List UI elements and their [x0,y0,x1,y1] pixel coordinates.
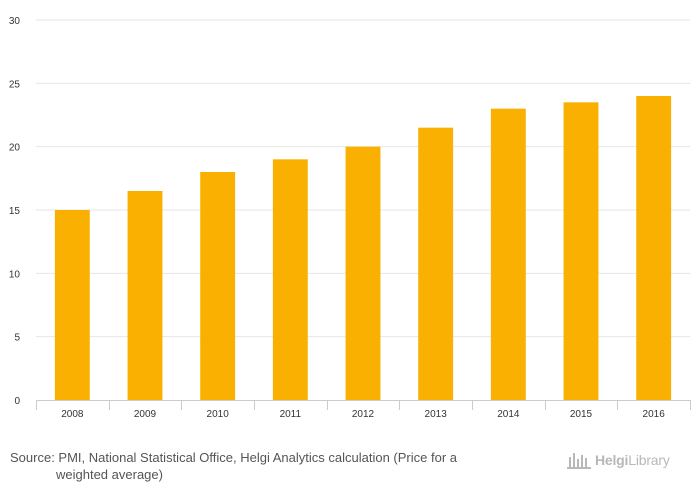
x-axis [36,400,691,410]
y-tick-label: 30 [9,16,21,27]
y-tick-label: 0 [14,396,20,407]
bar-2013 [418,127,454,401]
bar-2008 [54,210,90,400]
brand-name-part-1: Helgi [595,452,629,468]
x-tick-label: 2016 [643,409,666,420]
source-line-2: weighted average) [56,467,163,482]
x-tick-label: 2014 [497,409,520,420]
x-tick-label: 2010 [207,409,230,420]
y-tick-label: 25 [9,79,21,90]
library-building-icon [567,453,591,469]
x-tick-label: 2015 [570,409,593,420]
bar-2011 [272,159,308,400]
x-tick-label: 2009 [134,409,157,420]
bar-2009 [127,191,163,400]
helgi-library-logo: Helgi Library [566,449,670,471]
bar-2016 [636,96,672,400]
bar-2012 [345,146,381,400]
source-note: Source: PMI, National Statistical Office… [10,449,530,483]
x-axis-tick-labels: 2008 2009 2010 2011 2012 2013 2014 2015 2016 [61,409,665,420]
x-tick-label: 2013 [425,409,448,420]
bar-2010 [200,172,236,400]
bars [54,96,672,401]
bar-chart: 0 5 10 15 20 25 30 2008 2009 2010 2011 2012 2013 201… [9,16,691,420]
source-line-1: Source: PMI, National Statistical Office… [10,450,458,465]
y-tick-label: 10 [9,269,21,280]
bar-2015 [563,102,599,400]
brand-name-part-2: Library [628,452,670,468]
x-tick-label: 2012 [352,409,375,420]
y-tick-label: 15 [9,206,21,217]
y-axis-tick-labels: 0 5 10 15 20 25 30 [9,16,21,407]
bar-2014 [490,108,526,401]
y-tick-label: 20 [9,143,21,154]
y-tick-label: 5 [14,333,20,344]
x-tick-label: 2011 [280,409,302,420]
x-tick-label: 2008 [61,409,84,420]
